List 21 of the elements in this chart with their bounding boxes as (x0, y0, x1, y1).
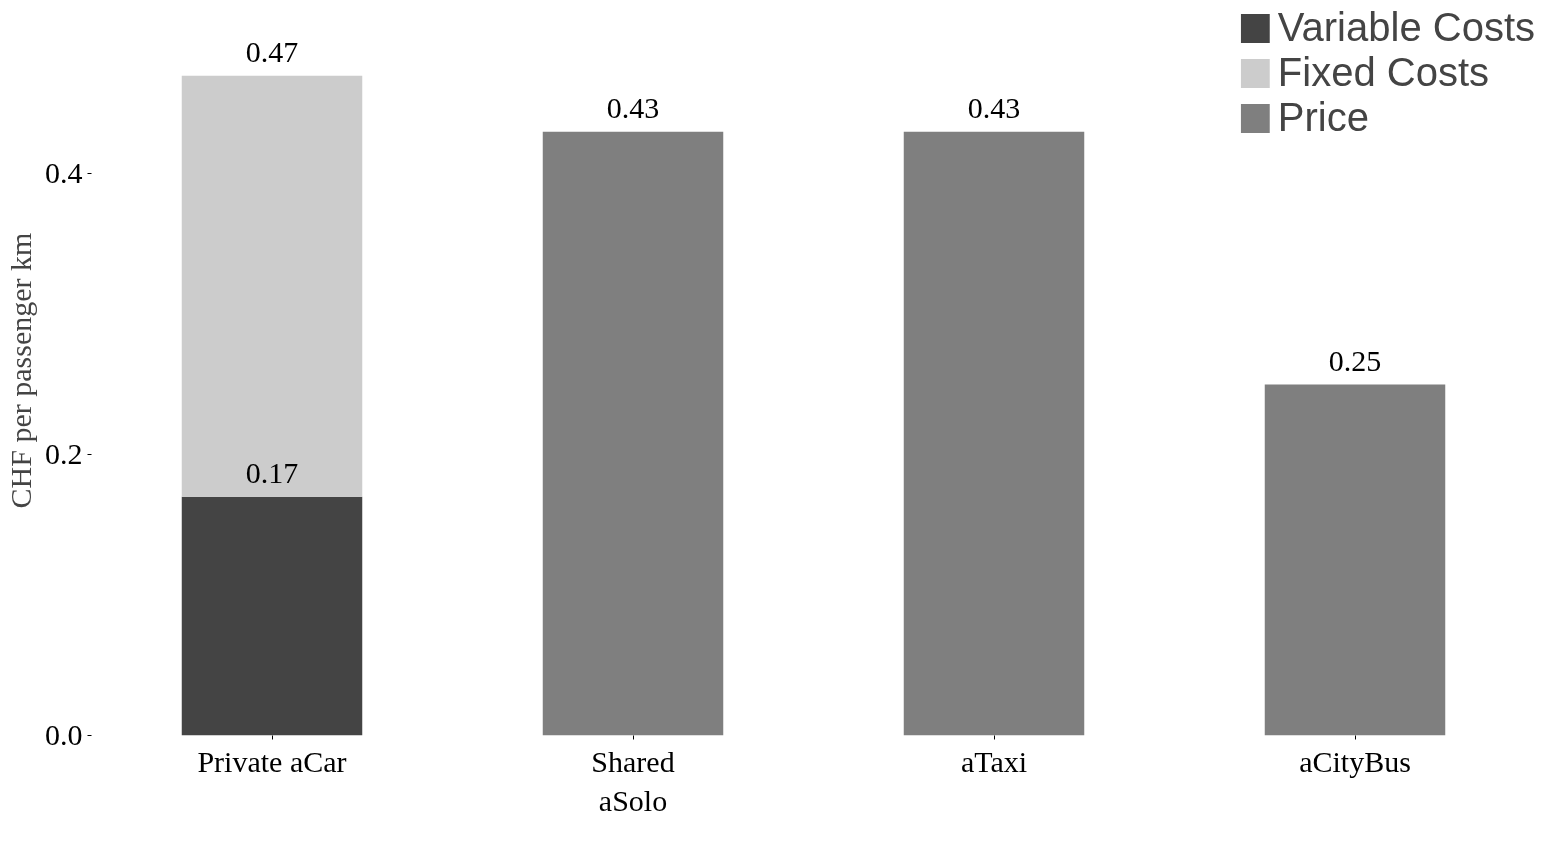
x-tick-label: aCityBus (1299, 744, 1411, 778)
total-label: 0.47 (245, 34, 299, 68)
bar (903, 131, 1085, 736)
data-label: 0.17 (245, 455, 299, 489)
legend-label: Price (1277, 95, 1369, 140)
legend-label: Fixed Costs (1277, 50, 1490, 95)
x-tick-label: Shared aSolo (591, 744, 675, 818)
y-tick-label: 0.0 (45, 718, 83, 751)
x-tick-label: Private aCar (197, 744, 347, 778)
y-tick-label: 0.2 (45, 437, 83, 471)
x-tick-label: aTaxi (960, 744, 1028, 778)
data-label: 0.43 (967, 90, 1021, 124)
bar (1264, 384, 1446, 736)
data-label: 0.25 (1328, 343, 1382, 377)
y-tick-label: 0.4 (45, 156, 83, 190)
bar (542, 131, 724, 736)
data-label: 0.43 (606, 90, 660, 124)
legend-label: Variable Costs (1277, 5, 1535, 50)
bar (181, 496, 363, 736)
bar (181, 75, 363, 497)
y-axis-title: CHF per passenger km (4, 232, 37, 509)
